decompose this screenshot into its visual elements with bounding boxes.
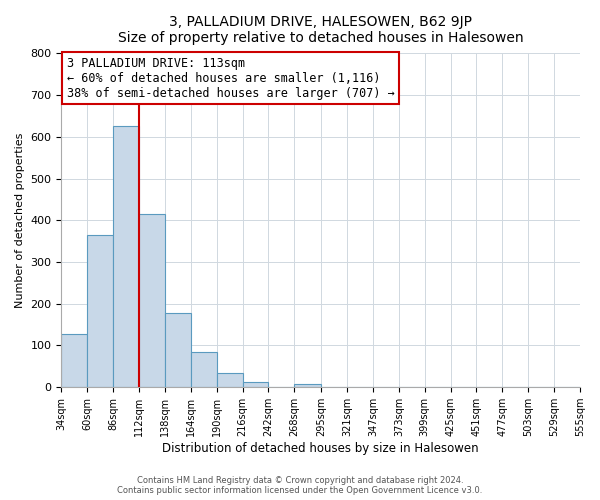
Bar <box>295 384 321 387</box>
Bar <box>191 352 217 387</box>
Text: 3 PALLADIUM DRIVE: 113sqm
← 60% of detached houses are smaller (1,116)
38% of se: 3 PALLADIUM DRIVE: 113sqm ← 60% of detac… <box>67 56 394 100</box>
Bar <box>139 214 165 387</box>
Y-axis label: Number of detached properties: Number of detached properties <box>15 132 25 308</box>
Text: Contains HM Land Registry data © Crown copyright and database right 2024.
Contai: Contains HM Land Registry data © Crown c… <box>118 476 482 495</box>
X-axis label: Distribution of detached houses by size in Halesowen: Distribution of detached houses by size … <box>163 442 479 455</box>
Bar <box>217 372 242 387</box>
Bar <box>61 334 87 387</box>
Bar <box>113 126 139 387</box>
Title: 3, PALLADIUM DRIVE, HALESOWEN, B62 9JP
Size of property relative to detached hou: 3, PALLADIUM DRIVE, HALESOWEN, B62 9JP S… <box>118 15 524 45</box>
Bar <box>242 382 268 387</box>
Bar <box>165 313 191 387</box>
Bar <box>87 235 113 387</box>
